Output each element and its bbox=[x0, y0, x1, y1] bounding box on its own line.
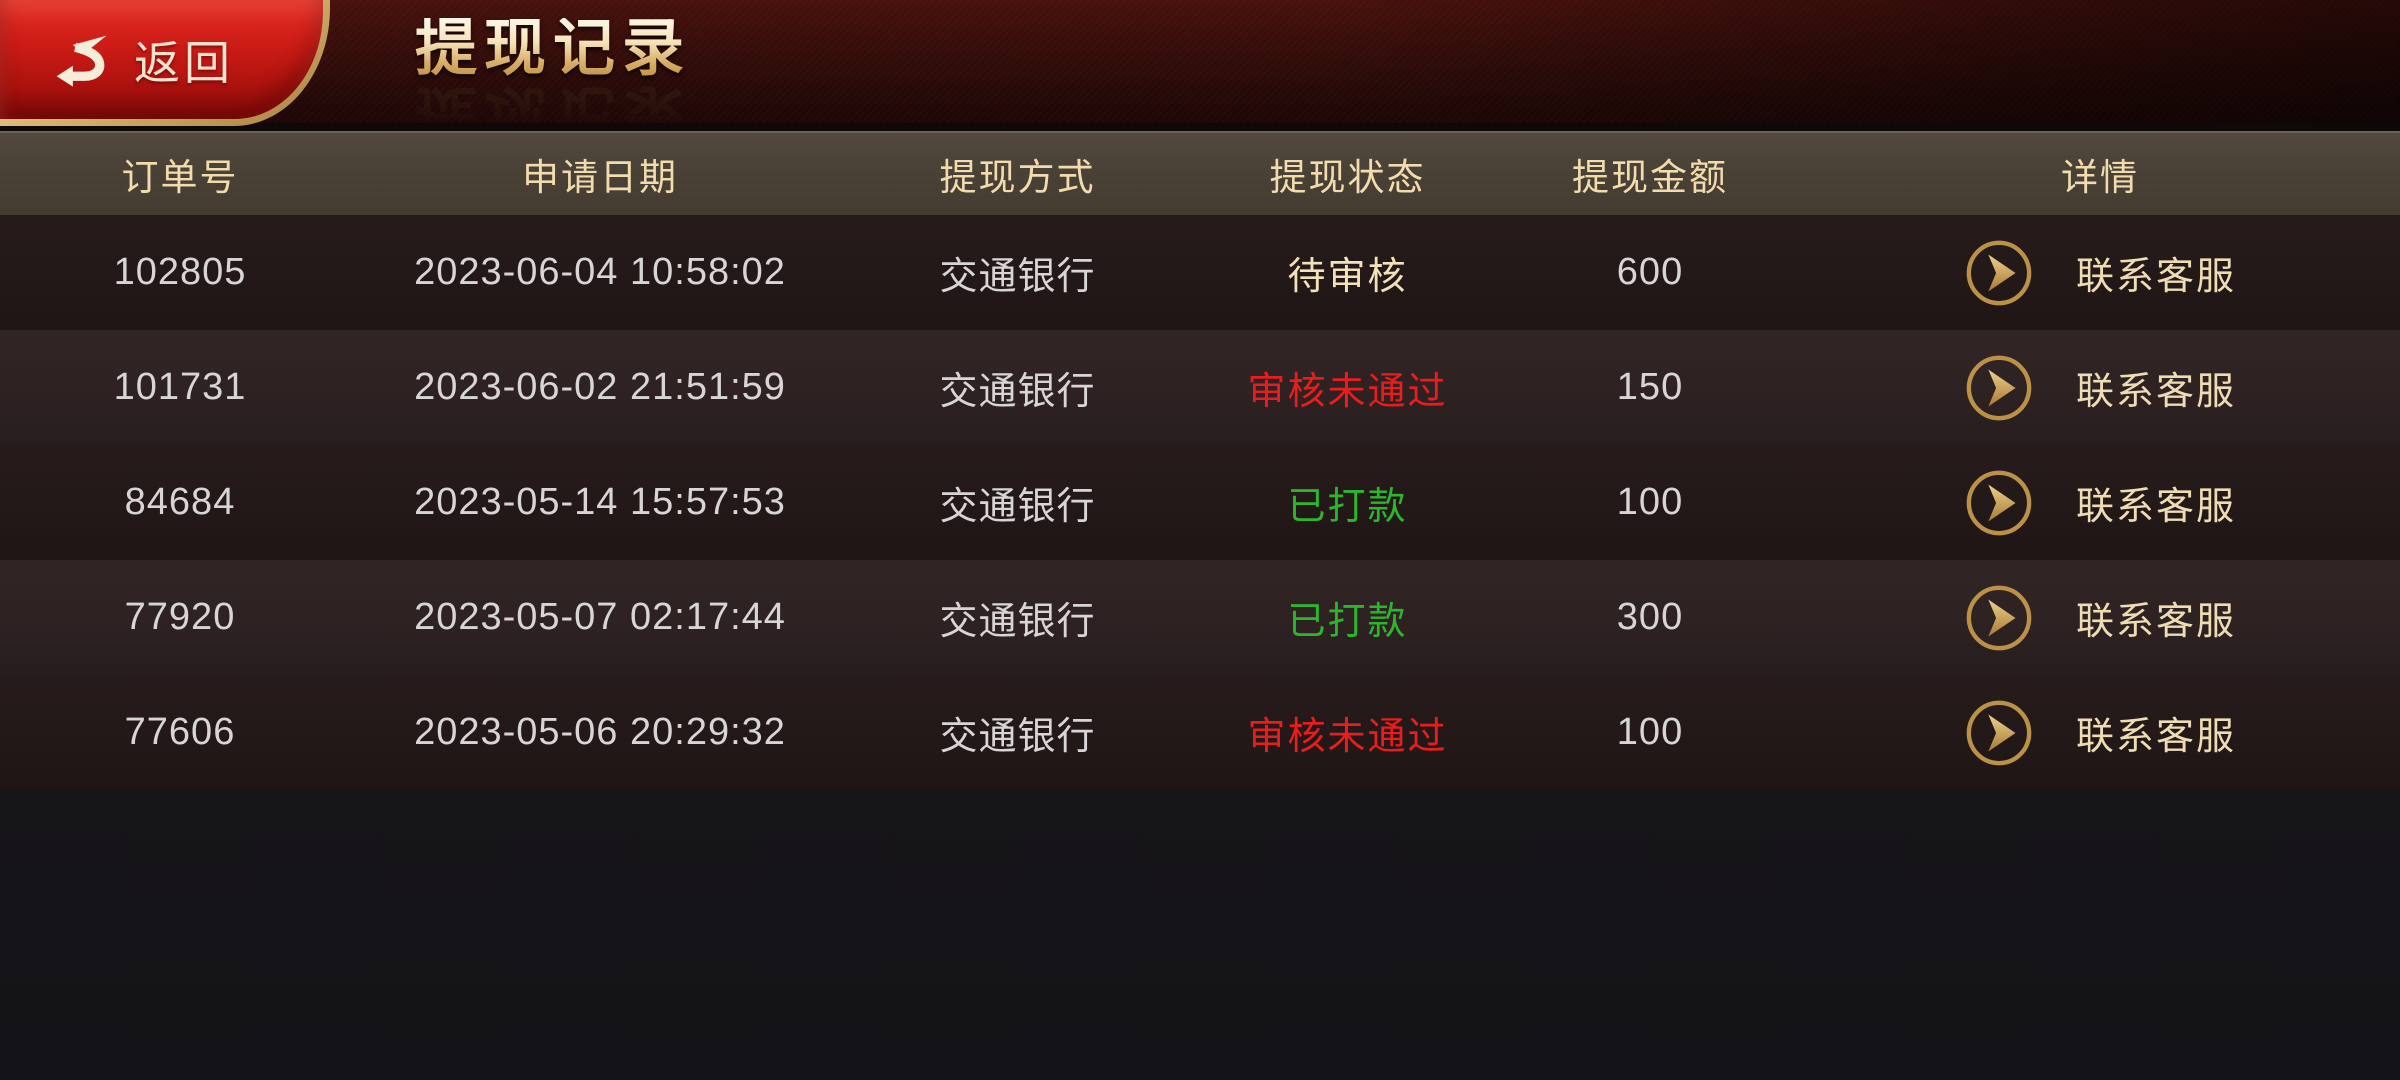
column-header-order-id: 订单号 bbox=[121, 157, 239, 198]
contact-support-link[interactable]: 联系客服 bbox=[2075, 486, 2236, 528]
table-row: 101731 2023-06-02 21:51:59 交通银行 审核未通过 15… bbox=[0, 330, 2400, 445]
cell-order-id: 102805 bbox=[113, 251, 247, 293]
cell-details: 联系客服 bbox=[1800, 468, 2400, 538]
back-button-face[interactable]: 返回 bbox=[0, 0, 323, 119]
cell-date: 2023-05-06 20:29:32 bbox=[414, 711, 786, 753]
top-bar bbox=[0, 0, 2400, 123]
status-badge: 已打款 bbox=[1287, 486, 1408, 528]
empty-area bbox=[0, 790, 2400, 1080]
back-arrow-icon bbox=[56, 35, 107, 87]
cell-date: 2023-06-02 21:51:59 bbox=[414, 366, 786, 408]
cell-order-id: 77920 bbox=[124, 596, 236, 638]
cell-method: 交通银行 bbox=[939, 601, 1096, 643]
cell-order-id: 84684 bbox=[124, 481, 236, 523]
status-badge: 审核未通过 bbox=[1247, 371, 1448, 413]
cell-details: 联系客服 bbox=[1800, 583, 2400, 653]
cell-date: 2023-05-07 02:17:44 bbox=[414, 596, 786, 638]
cell-details: 联系客服 bbox=[1800, 238, 2400, 308]
column-header-date: 申请日期 bbox=[522, 157, 678, 198]
top-bar-separator bbox=[0, 123, 2400, 131]
cell-amount: 100 bbox=[1616, 481, 1684, 523]
table-row: 102805 2023-06-04 10:58:02 交通银行 待审核 600 … bbox=[0, 215, 2400, 330]
chevron-right-circle-icon[interactable] bbox=[1964, 353, 2034, 423]
table-row: 84684 2023-05-14 15:57:53 交通银行 已打款 100 联… bbox=[0, 445, 2400, 560]
contact-support-link[interactable]: 联系客服 bbox=[2075, 716, 2236, 758]
page-title-block: 提现记录 提现记录 bbox=[415, 14, 692, 149]
cell-amount: 100 bbox=[1616, 711, 1684, 753]
table-body: 102805 2023-06-04 10:58:02 交通银行 待审核 600 … bbox=[0, 215, 2400, 790]
table-row: 77920 2023-05-07 02:17:44 交通银行 已打款 300 联… bbox=[0, 560, 2400, 675]
chevron-right-circle-icon[interactable] bbox=[1964, 698, 2034, 768]
contact-support-link[interactable]: 联系客服 bbox=[2075, 256, 2236, 298]
status-badge: 已打款 bbox=[1287, 601, 1408, 643]
status-badge: 审核未通过 bbox=[1247, 716, 1448, 758]
chevron-right-circle-icon[interactable] bbox=[1964, 238, 2034, 308]
column-header-amount: 提现金额 bbox=[1572, 157, 1728, 198]
table-row: 77606 2023-05-06 20:29:32 交通银行 审核未通过 100… bbox=[0, 675, 2400, 790]
cell-date: 2023-05-14 15:57:53 bbox=[414, 481, 786, 523]
cell-order-id: 77606 bbox=[124, 711, 236, 753]
cell-order-id: 101731 bbox=[113, 366, 247, 408]
cell-details: 联系客服 bbox=[1800, 353, 2400, 423]
contact-support-link[interactable]: 联系客服 bbox=[2075, 601, 2236, 643]
cell-method: 交通银行 bbox=[939, 716, 1096, 758]
cell-method: 交通银行 bbox=[939, 486, 1096, 528]
page-title: 提现记录 bbox=[415, 14, 692, 83]
back-button[interactable]: 返回 bbox=[0, 0, 330, 126]
cell-amount: 150 bbox=[1616, 366, 1684, 408]
cell-details: 联系客服 bbox=[1800, 698, 2400, 768]
column-header-method: 提现方式 bbox=[939, 157, 1096, 198]
cell-amount: 300 bbox=[1616, 596, 1684, 638]
column-header-status: 提现状态 bbox=[1269, 157, 1426, 198]
status-badge: 待审核 bbox=[1287, 256, 1408, 298]
table-header-row: 订单号 申请日期 提现方式 提现状态 提现金额 详情 bbox=[0, 131, 2400, 215]
contact-support-link[interactable]: 联系客服 bbox=[2075, 371, 2236, 413]
back-button-label: 返回 bbox=[134, 36, 234, 89]
cell-date: 2023-06-04 10:58:02 bbox=[414, 251, 786, 293]
column-header-details: 详情 bbox=[2061, 157, 2139, 198]
chevron-right-circle-icon[interactable] bbox=[1964, 468, 2034, 538]
cell-method: 交通银行 bbox=[939, 371, 1096, 413]
cell-amount: 600 bbox=[1616, 251, 1684, 293]
chevron-right-circle-icon[interactable] bbox=[1964, 583, 2034, 653]
cell-method: 交通银行 bbox=[939, 256, 1096, 298]
